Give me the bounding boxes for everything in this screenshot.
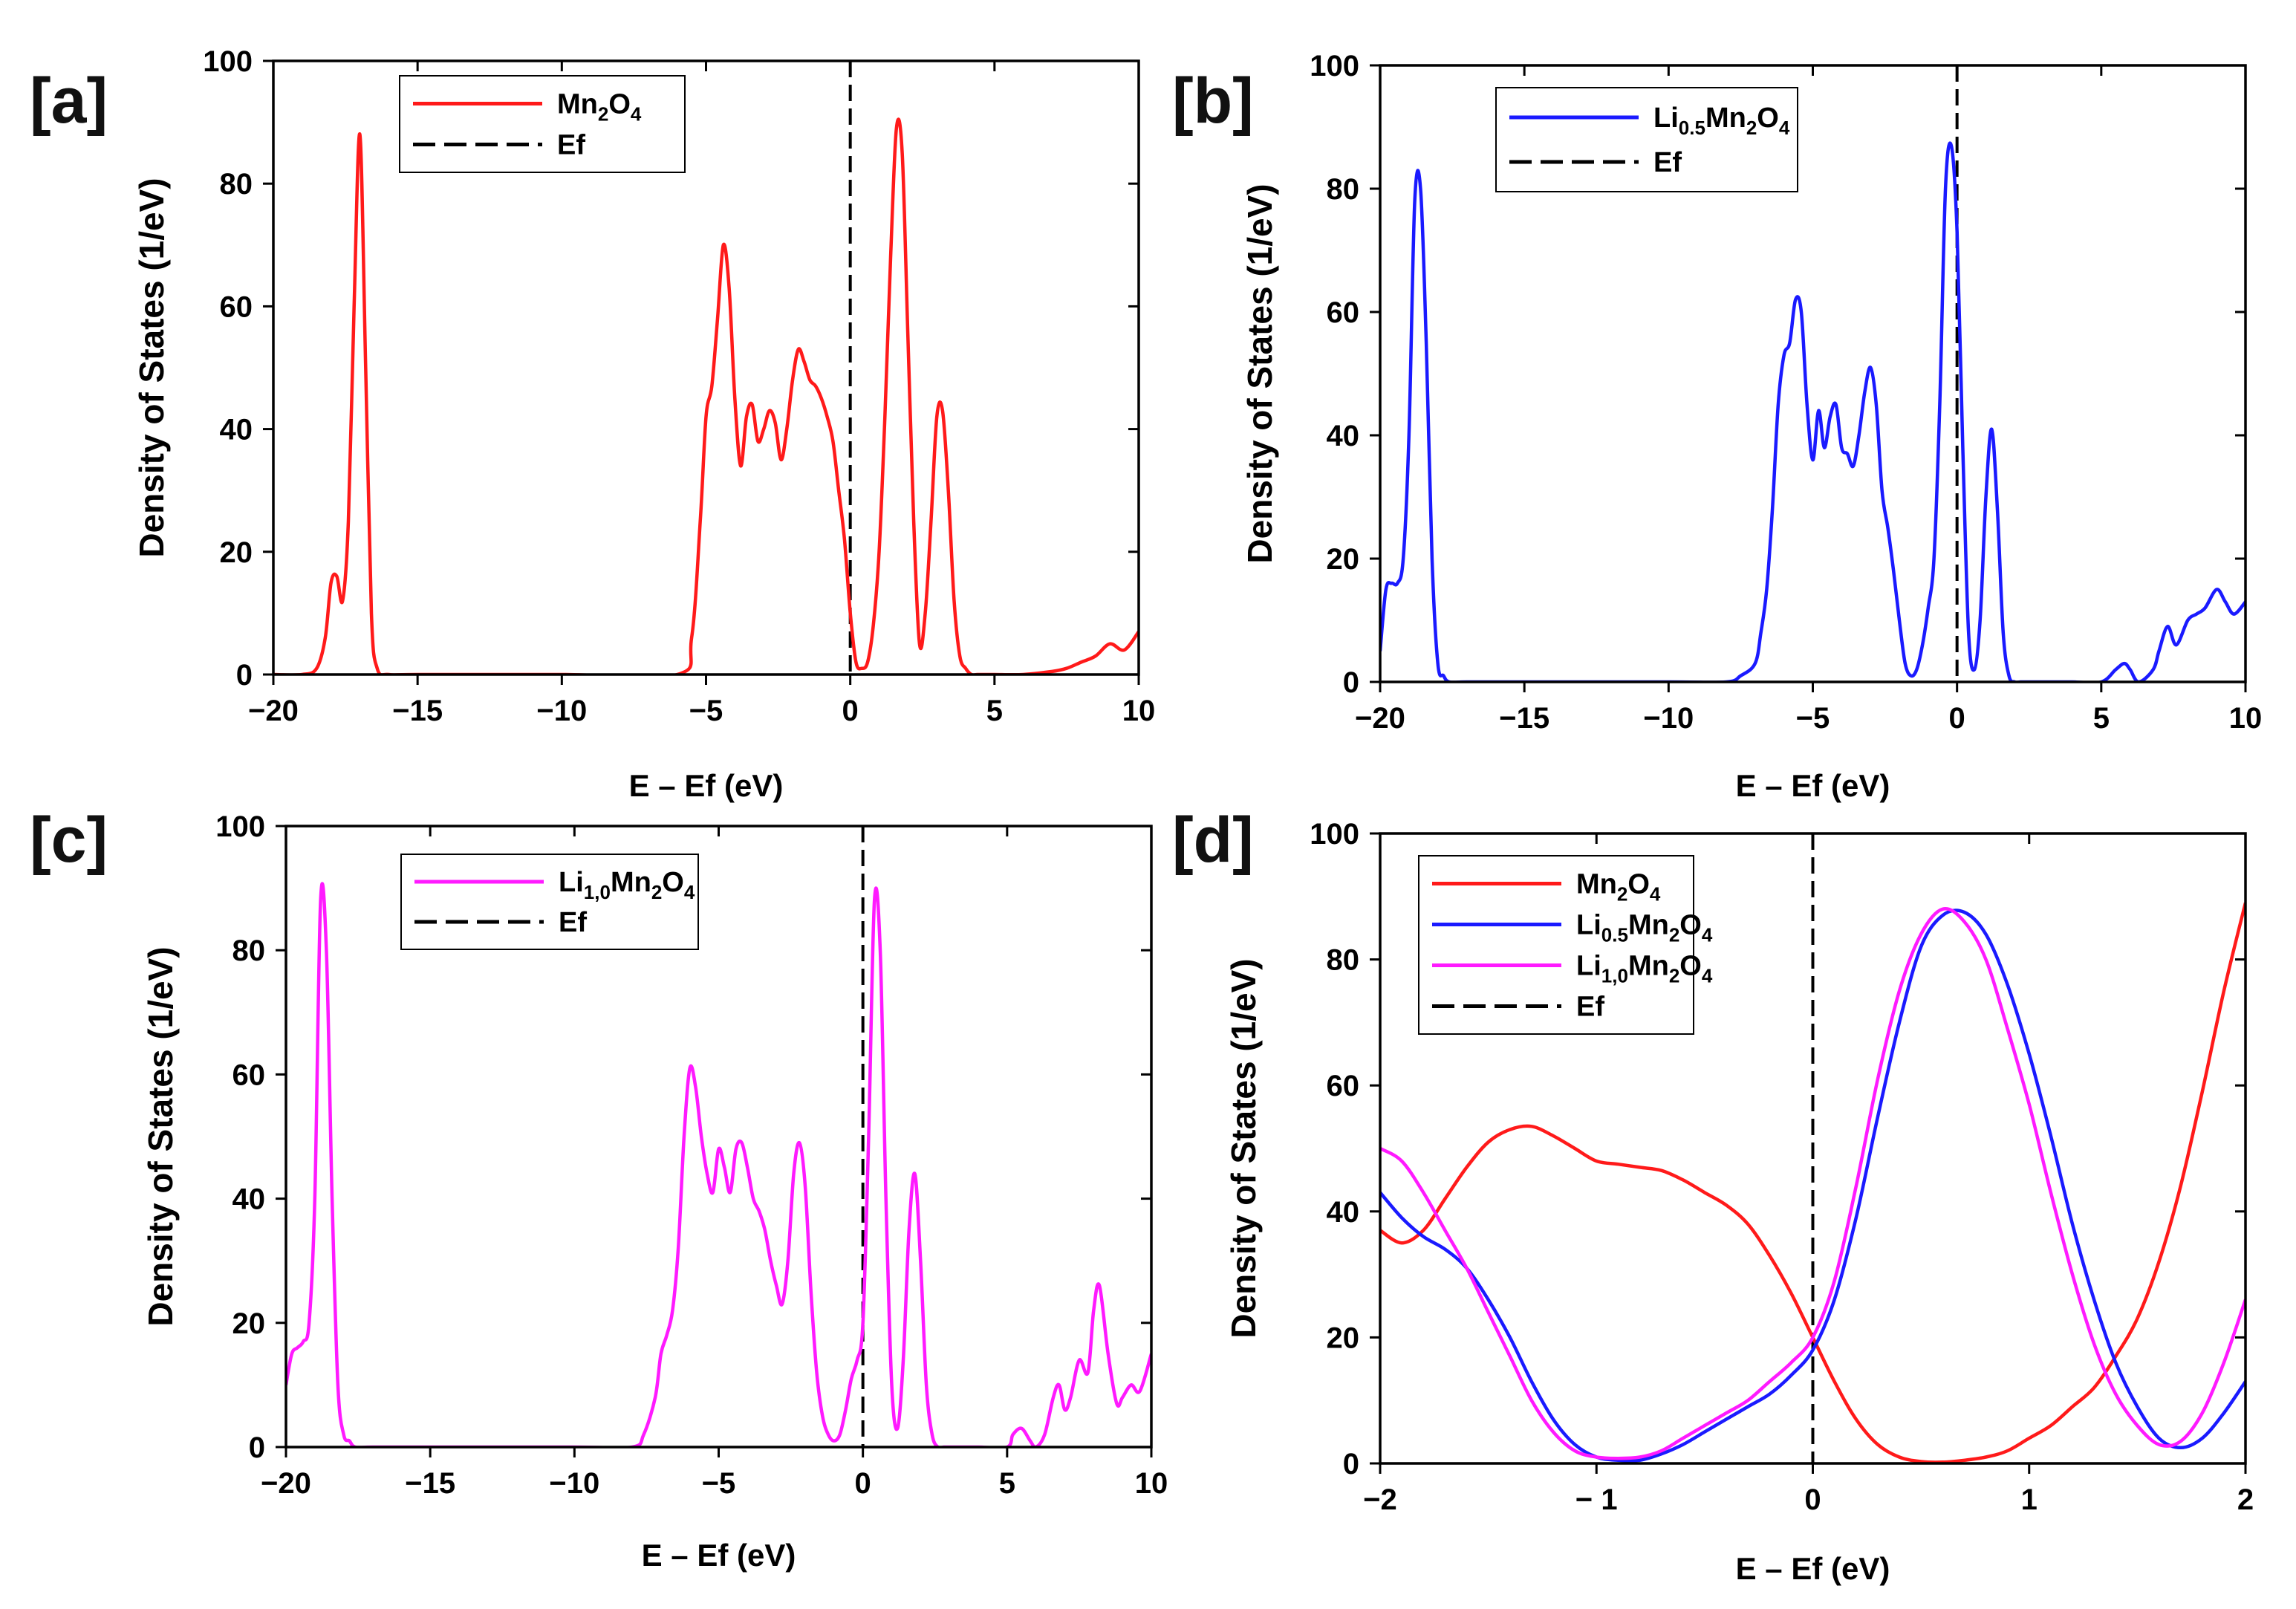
y-axis-label: Density of States (1/eV) <box>141 946 180 1326</box>
y-tick-label: 100 <box>1310 818 1359 851</box>
series-line-Li0.5Mn2O4 <box>1380 908 2245 1463</box>
legend-label: Li1,0Mn2O4 <box>1576 951 1713 987</box>
x-tick-label: 0 <box>1804 1483 1821 1516</box>
legend-label: Mn2O4 <box>557 89 642 126</box>
y-tick-label: 80 <box>220 168 253 201</box>
x-tick-label: −15 <box>392 695 443 727</box>
x-tick-label: −5 <box>702 1467 736 1500</box>
y-tick-label: 20 <box>232 1307 266 1340</box>
legend: Li1,0Mn2O4 Ef <box>400 854 699 950</box>
legend-box <box>1495 87 1798 192</box>
y-tick-label: 20 <box>220 536 253 569</box>
x-tick-label: 10 <box>1135 1467 1168 1500</box>
legend: Mn2O4 Ef <box>399 75 686 173</box>
y-tick-label: 0 <box>1343 1448 1359 1480</box>
x-tick-label: 5 <box>2093 702 2110 735</box>
y-tick-label: 80 <box>1327 944 1360 977</box>
x-tick-label: −10 <box>1643 702 1694 735</box>
legend-label: Mn2O4 <box>1576 869 1661 906</box>
panel-tag: [d] <box>1172 804 1254 876</box>
y-tick-label: 40 <box>1327 420 1360 452</box>
x-tick-label: 5 <box>999 1467 1015 1500</box>
y-axis-label: Density of States (1/eV) <box>1240 183 1279 563</box>
series-line-Li1,0Mn2O4 <box>286 882 1151 1447</box>
series-line-Li1,0Mn2O4 <box>1380 906 2245 1460</box>
legend-label: Ef <box>557 130 585 161</box>
y-axis-label: Density of States (1/eV) <box>1224 958 1263 1338</box>
y-tick-label: 20 <box>1327 1322 1360 1354</box>
series-line-Mn2O4 <box>1380 902 2245 1463</box>
x-tick-label: −5 <box>1796 702 1830 735</box>
x-tick-label: −10 <box>549 1467 599 1500</box>
y-tick-label: 40 <box>232 1183 266 1216</box>
y-tick-label: 100 <box>1310 50 1359 82</box>
y-tick-label: 80 <box>232 934 266 967</box>
y-tick-label: 40 <box>1327 1196 1360 1229</box>
y-tick-label: 40 <box>220 414 253 446</box>
legend: Mn2O4 Li0.5Mn2O4 Li1,0Mn2O4 Ef <box>1418 855 1713 1035</box>
y-tick-label: 0 <box>236 659 253 692</box>
legend-label: Ef <box>1576 992 1604 1023</box>
legend-label: Ef <box>1653 147 1682 178</box>
x-tick-label: 0 <box>855 1467 871 1500</box>
x-axis-label: E – Ef (eV) <box>629 768 784 803</box>
x-tick-label: −10 <box>536 695 587 727</box>
x-tick-label: −20 <box>261 1467 311 1500</box>
x-tick-label: 2 <box>2237 1483 2254 1516</box>
y-tick-label: 80 <box>1327 173 1360 206</box>
series-line-Mn2O4 <box>273 117 1139 675</box>
y-axis-label: Density of States (1/eV) <box>132 178 171 557</box>
legend: Li0.5Mn2O4 Ef <box>1495 87 1798 192</box>
y-tick-label: 60 <box>1327 1070 1360 1102</box>
y-tick-label: 60 <box>1327 296 1360 329</box>
legend-box <box>400 854 699 950</box>
panel-tag: [c] <box>30 804 108 876</box>
x-tick-label: −20 <box>1355 702 1405 735</box>
y-tick-label: 0 <box>249 1431 265 1464</box>
x-tick-label: −20 <box>248 695 299 727</box>
y-tick-label: 100 <box>215 810 265 843</box>
x-axis-label: E – Ef (eV) <box>642 1538 796 1573</box>
legend-box <box>399 75 686 173</box>
legend-label: Li0.5Mn2O4 <box>1653 103 1790 139</box>
legend-label: Ef <box>559 907 587 938</box>
legend-label: Li1,0Mn2O4 <box>559 867 695 903</box>
x-tick-label: −15 <box>405 1467 455 1500</box>
y-tick-label: 60 <box>220 290 253 323</box>
panel-tag: [a] <box>30 65 108 137</box>
x-tick-label: − 1 <box>1575 1483 1618 1516</box>
y-tick-label: 100 <box>203 45 253 78</box>
x-axis-label: E – Ef (eV) <box>1736 1551 1890 1586</box>
y-tick-label: 0 <box>1343 666 1359 699</box>
panel-tag: [b] <box>1172 65 1254 137</box>
x-tick-label: 10 <box>1122 695 1156 727</box>
y-tick-label: 60 <box>232 1059 266 1091</box>
x-axis-label: E – Ef (eV) <box>1736 768 1890 803</box>
x-tick-label: −2 <box>1363 1483 1397 1516</box>
legend-label: Li0.5Mn2O4 <box>1576 910 1713 946</box>
x-tick-label: −5 <box>689 695 723 727</box>
x-tick-label: 0 <box>1949 702 1965 735</box>
x-tick-label: 5 <box>986 695 1003 727</box>
x-tick-label: 0 <box>842 695 859 727</box>
x-tick-label: −15 <box>1499 702 1549 735</box>
y-tick-label: 20 <box>1327 543 1360 576</box>
series-line-Li0.5Mn2O4 <box>1380 141 2245 682</box>
x-tick-label: 10 <box>2229 702 2263 735</box>
x-tick-label: 1 <box>2021 1483 2038 1516</box>
